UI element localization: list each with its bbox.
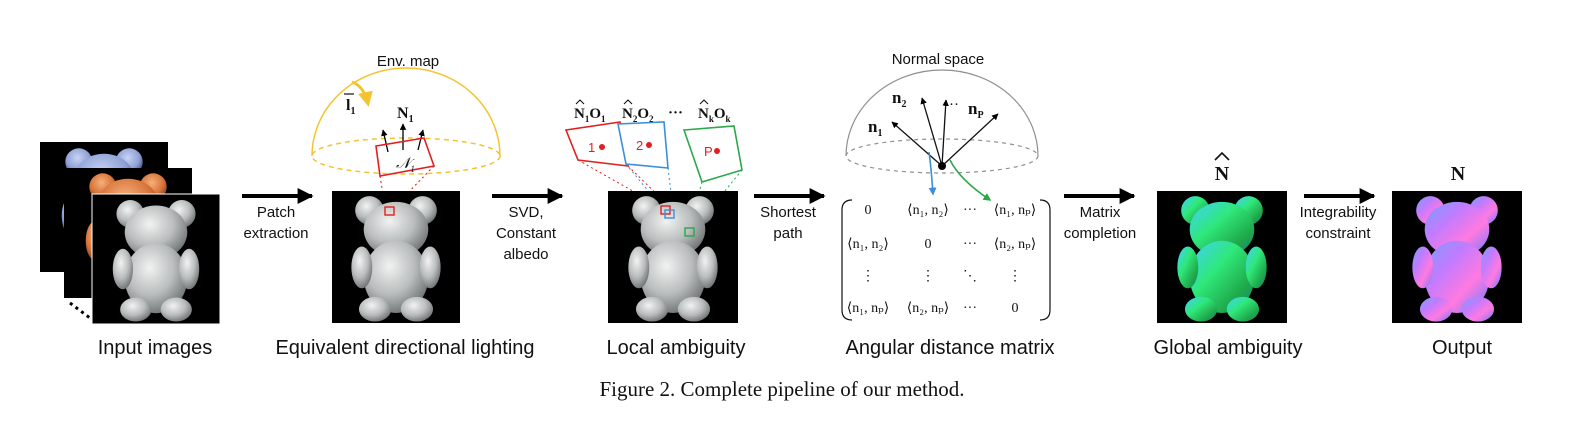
matrix-cell: ⟨n₁, n₂⟩ [847,237,889,252]
env-map-label: Env. map [377,53,439,70]
matrix-cell: ··· [963,301,977,316]
matrix-cell: ⟨n₁, nₚ⟩ [847,301,889,316]
matrix-cell: ⋮ [1008,269,1022,284]
label-N1O1: N1O1 [574,106,606,124]
stack-dots [69,301,91,320]
origin-point [938,162,946,170]
label-global-ambiguity: Global ambiguity [1154,337,1303,359]
env-map-hemisphere [311,67,501,175]
matrix-cell: ··· [963,237,977,252]
step-svd-line3: albedo [503,246,548,263]
step-integ-line2: constraint [1305,225,1371,242]
vector-n2-label: n2 [892,88,906,110]
matrix-cell: ⟨n₂, nₚ⟩ [994,237,1036,252]
angle-arc-green [949,159,992,201]
label-ellipsis-local: ··· [668,105,683,121]
angle-arc-blue [928,151,937,196]
output-N-label: N [1451,163,1466,185]
label-local-ambiguity: Local ambiguity [607,337,746,359]
matrix-brackets [841,199,1051,321]
step-integ-line1: Integrability [1300,204,1377,221]
label-output: Output [1432,337,1492,359]
matrix-cell: 0 [925,237,932,252]
matrix-cell: 0 [1012,301,1019,316]
step-shortest-line1: Shortest [760,204,817,221]
patch-number-p: P [704,144,713,159]
patch-dot-p [714,148,720,154]
patch-N-script-label: 𝒩1 [396,156,415,174]
normal-space-hemisphere [845,69,1039,174]
label-input-images: Input images [98,337,213,359]
label-equivalent-lighting: Equivalent directional lighting [275,337,534,359]
normal-space-label: Normal space [892,51,985,68]
matrix-cell: ⋮ [921,269,935,284]
vector-np-label: nP [968,99,984,121]
step-shortest-line2: path [773,225,802,242]
local-marker-green [684,227,695,237]
step-svd-line1: SVD, [508,204,543,221]
matrix-cell: ⟨n₁, nₚ⟩ [994,203,1036,218]
local-patch-p [682,125,743,183]
label-angular-matrix: Angular distance matrix [846,337,1055,359]
vector-dots-label: ··· [944,97,959,113]
patch-dot-2 [646,142,652,148]
matrix-cell: ⟨n₂, nₚ⟩ [907,301,949,316]
matrix-cell: ⋮ [861,269,875,284]
local-marker-blue [664,209,675,219]
global-hat-mark [1214,151,1230,161]
step-patch-line1: Patch [257,204,295,221]
matrix-cell: ··· [963,203,977,218]
global-N-hat-label: N [1215,163,1230,185]
patch-number-2: 2 [636,138,643,153]
figure-caption: Figure 2. Complete pipeline of our metho… [599,377,964,401]
distance-matrix: 0 ⟨n₁, n₂⟩ ··· ⟨n₁, nₚ⟩ ⟨n₁, n₂⟩ 0 ··· ⟨… [847,203,1036,316]
step-matrix-line1: Matrix [1080,204,1121,221]
light-direction-arrow [351,80,373,107]
label-N2O2: N2O2 [622,106,654,124]
normal-arrows [381,123,425,153]
label-NkOk: NkOk [698,106,731,124]
matrix-cell: ⋱ [963,269,977,284]
matrix-cell: 0 [865,203,872,218]
input-images-stack [40,142,221,325]
lighting-patch-marker [384,206,395,216]
step-patch-line2: extraction [243,225,308,242]
step-svd-line2: Constant [496,225,557,242]
normal-vectors [891,97,999,167]
normal-N1-label: N1 [397,105,414,125]
patch-number-1: 1 [588,140,595,155]
patch-dot-1 [599,144,605,150]
vector-n1-label: n1 [868,117,882,139]
hat-marks [575,99,709,105]
matrix-cell: ⟨n₁, n₂⟩ [907,203,949,218]
light-l-label: l1 [346,97,355,117]
step-matrix-line2: completion [1064,225,1137,242]
